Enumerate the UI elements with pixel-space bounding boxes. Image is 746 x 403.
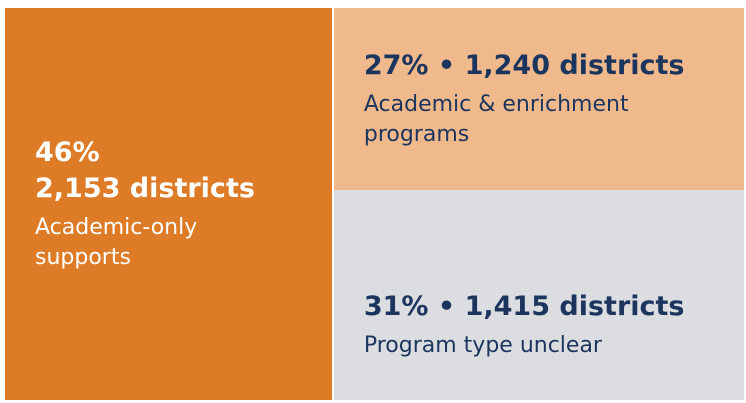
value-line: 31% • 1,415 districts: [364, 289, 714, 325]
category-label: Program type unclear: [363, 333, 602, 359]
separator: •: [437, 291, 456, 323]
separator: •: [437, 50, 456, 82]
value-label: 31%: [363, 291, 429, 323]
district-label: 1,240 districts: [464, 50, 685, 82]
district-label: 1,415 districts: [464, 291, 685, 323]
value-label: 46%: [35, 137, 100, 168]
tile: 46% 2,153 districts Academic-only supports: [5, 8, 332, 400]
tile: 31% • 1,415 districts Program type unclea…: [333, 190, 744, 400]
category-label: Academic & enrichment programs: [363, 92, 629, 148]
district-label: 2,153 districts: [35, 173, 255, 204]
value-label: 27%: [363, 50, 429, 82]
category-label: Academic-only supports: [35, 215, 198, 270]
tile: 27% • 1,240 districts Academic & enrichme…: [333, 8, 744, 191]
value-line: 27% • 1,240 districts: [364, 48, 714, 84]
